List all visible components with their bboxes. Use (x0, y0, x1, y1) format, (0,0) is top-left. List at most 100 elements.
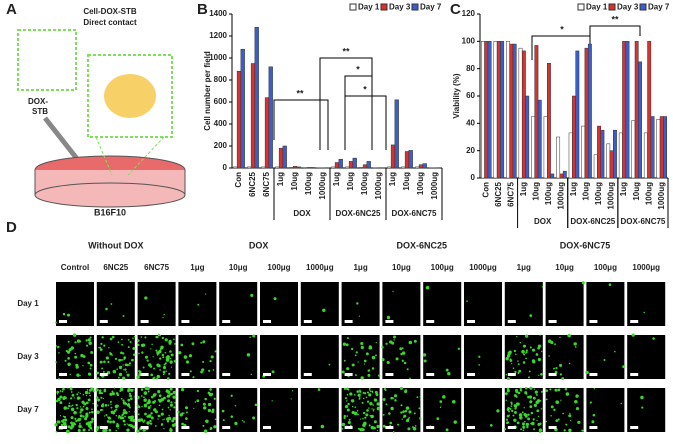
scale-bar (548, 320, 557, 323)
row-label: Day 7 (17, 405, 39, 414)
cell-dot (129, 424, 133, 428)
cell-dot (118, 372, 123, 377)
cell-dot (141, 406, 143, 408)
y-tick-label: 800 (214, 75, 228, 84)
bar (631, 120, 636, 179)
cell-dot (62, 312, 66, 316)
micrograph (260, 282, 298, 326)
cell-dot (447, 372, 451, 376)
micrograph (382, 386, 422, 433)
cell-dot (122, 376, 126, 380)
cell-dot (522, 361, 526, 364)
cell-dot (170, 366, 173, 368)
cell-dot (536, 419, 538, 422)
cell-dot (562, 412, 564, 415)
bar (559, 173, 564, 179)
cell-dot (163, 313, 165, 316)
cell-dot (423, 359, 427, 363)
group-header: DOX (249, 240, 269, 250)
cell-dot (291, 390, 294, 392)
cell-dot (243, 421, 245, 423)
cell-dot (84, 390, 89, 395)
cell-dot (170, 401, 173, 404)
cell-dot (71, 404, 74, 407)
cell-dot (140, 343, 145, 347)
micrograph-bg (260, 388, 298, 432)
row-label: Day 3 (17, 352, 39, 361)
cell-dot (137, 343, 140, 347)
cell-dot (133, 411, 136, 413)
column-label: 1μg (517, 263, 531, 272)
cell-dot (74, 355, 78, 359)
cell-dot (201, 368, 205, 372)
cell-dot (169, 393, 171, 396)
cell-dot (128, 392, 132, 395)
cell-dot (539, 334, 541, 336)
cell-dot (96, 412, 98, 414)
cell-dot (504, 392, 508, 396)
cell-dot (173, 406, 176, 409)
cell-dot (354, 406, 357, 409)
scale-bar (140, 426, 149, 429)
cell-dot (127, 346, 130, 349)
cell-dot (273, 297, 277, 301)
cell-dot (367, 373, 371, 377)
cell-dot (362, 423, 366, 427)
x-tick-label: 6NC25 (248, 171, 257, 196)
scale-bar (467, 426, 475, 429)
cell-dot (525, 422, 529, 427)
cell-dot (418, 407, 421, 410)
cell-dot (141, 351, 144, 354)
cell-dot (524, 420, 526, 423)
cell-dot (652, 337, 655, 340)
scale-bar (222, 426, 231, 429)
cell-dot (382, 413, 385, 416)
y-tick-label: 40 (466, 118, 475, 127)
bar (387, 166, 392, 169)
cell-dot (114, 357, 118, 361)
cell-dot (369, 390, 372, 393)
cell-dot (156, 377, 158, 380)
bar (415, 166, 420, 169)
cell-dot (67, 313, 71, 317)
cell-dot (56, 393, 59, 395)
legend-label: Day 3 (617, 3, 639, 12)
cell-dot (76, 373, 80, 377)
cell-dot (70, 421, 73, 425)
cell-dot (343, 416, 346, 419)
cell-dot (164, 362, 167, 365)
x-tick-label: 6NC25 (494, 181, 503, 206)
cell-dot (173, 391, 177, 395)
cell-dot (196, 399, 200, 403)
scale-bar (630, 373, 639, 376)
scale-bar (426, 426, 435, 429)
cell-dot (137, 413, 140, 416)
cell-dot (221, 409, 225, 413)
cell-dot (67, 362, 71, 366)
bar (647, 41, 652, 179)
column-label: 1μg (190, 263, 204, 272)
cell-dot (163, 396, 166, 400)
cell-dot (519, 389, 523, 392)
cell-dot (360, 376, 364, 380)
cell-dot (363, 392, 367, 395)
cell-dot (103, 388, 107, 391)
cell-dot (152, 400, 156, 404)
cell-dot (174, 395, 177, 398)
cell-dot (523, 353, 526, 356)
cell-dot (164, 338, 168, 342)
x-tick-label: 6NC75 (506, 181, 515, 206)
cell-dot (80, 408, 84, 412)
cell-dot (98, 389, 102, 392)
legend-label: Day 3 (389, 3, 411, 12)
cell-dot (137, 339, 140, 342)
cell-dot (540, 390, 544, 393)
cell-dot (70, 405, 72, 407)
cell-dot (67, 407, 70, 410)
bar (606, 143, 611, 179)
cell-dot (138, 352, 140, 355)
cell-dot (357, 361, 359, 363)
cell-dot (207, 402, 212, 407)
micrograph (504, 334, 543, 381)
cell-dot (151, 395, 154, 398)
